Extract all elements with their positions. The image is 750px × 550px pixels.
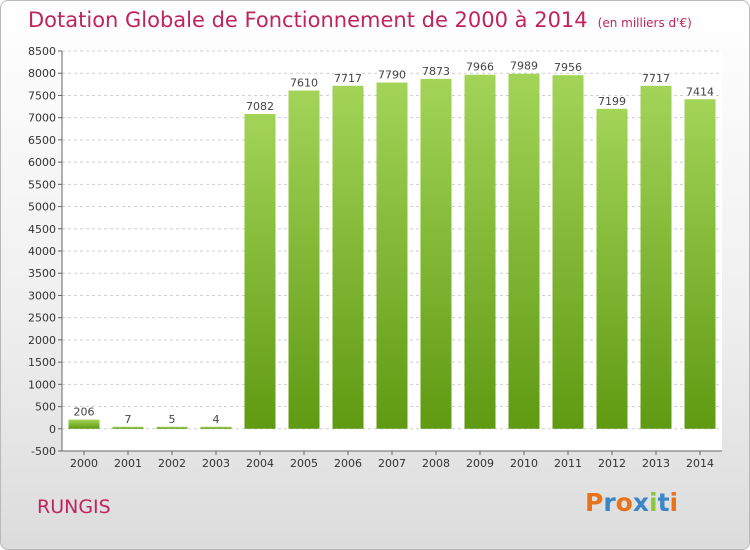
x-tick-label: 2013 <box>642 457 670 470</box>
logo-letter: i <box>649 488 658 517</box>
data-label-2003: 4 <box>213 413 220 426</box>
y-tick-label: 8500 <box>28 45 56 58</box>
bar-2009 <box>464 74 496 429</box>
data-label-2000: 206 <box>74 406 95 419</box>
bar-2005 <box>288 90 320 429</box>
bar-2011 <box>552 75 584 429</box>
data-label-2010: 7989 <box>510 60 538 73</box>
bar-2007 <box>376 82 408 429</box>
data-label-2002: 5 <box>169 413 176 426</box>
y-tick-label: 2000 <box>28 334 56 347</box>
x-tick-label: 2011 <box>554 457 582 470</box>
x-tick-label: 2001 <box>114 457 142 470</box>
chart-subtitle: (en milliers d'€) <box>597 16 692 30</box>
data-labels: 206 7 5 4 7082 7610 7717 7790 7873 7966 7989 7956 71… <box>74 60 715 426</box>
x-tick-label: 2005 <box>290 457 318 470</box>
data-label-2005: 7610 <box>290 77 318 90</box>
y-tick-label: 500 <box>35 401 56 414</box>
data-label-2004: 7082 <box>246 100 274 113</box>
bar-2014 <box>684 99 716 429</box>
bar-2008 <box>420 78 452 429</box>
y-tick-label: 7000 <box>28 112 56 125</box>
logo-letter: x <box>632 488 649 517</box>
y-tick-label: 4000 <box>28 245 56 258</box>
x-tick-label: 2003 <box>202 457 230 470</box>
chart-title: Dotation Globale de Fonctionnement de 20… <box>28 8 692 32</box>
bar-2000 <box>68 419 100 429</box>
bar-2001 <box>112 426 144 429</box>
x-tick-label: 2007 <box>378 457 406 470</box>
logo-letter: o <box>615 488 633 517</box>
bar-2002 <box>156 426 188 429</box>
logo-letter: t <box>657 488 670 517</box>
y-axis-ticks: -500 0 500 1000 1500 2000 2500 3000 3500 4000 4500… <box>28 45 62 458</box>
y-tick-label: 5000 <box>28 201 56 214</box>
y-tick-label: 3000 <box>28 289 56 302</box>
x-axis-ticks: 2000 2001 2002 2003 2004 2005 2006 2007 2008 2009… <box>70 451 714 470</box>
logo-letter: i <box>669 488 679 517</box>
data-label-2009: 7966 <box>466 61 494 74</box>
logo-letter: r <box>603 488 616 517</box>
x-tick-label: 2012 <box>598 457 626 470</box>
data-label-2013: 7717 <box>642 72 670 85</box>
y-tick-label: 1000 <box>28 378 56 391</box>
x-tick-label: 2014 <box>686 457 714 470</box>
y-tick-label: 6500 <box>28 134 56 147</box>
x-tick-label: 2000 <box>70 457 98 470</box>
bars <box>68 73 716 429</box>
data-label-2007: 7790 <box>378 69 406 82</box>
logo-letter: P <box>585 488 604 517</box>
x-tick-label: 2008 <box>422 457 450 470</box>
bar-2012 <box>596 108 628 429</box>
bar-2010 <box>508 73 540 429</box>
y-tick-label: 3500 <box>28 267 56 280</box>
data-label-2006: 7717 <box>334 72 362 85</box>
y-tick-label: -500 <box>31 445 56 458</box>
x-tick-label: 2002 <box>158 457 186 470</box>
bar-2004 <box>244 114 276 429</box>
data-label-2011: 7956 <box>554 61 582 74</box>
x-tick-label: 2009 <box>466 457 494 470</box>
proxiti-logo: Proxiti <box>585 488 678 517</box>
bar-2013 <box>640 85 672 429</box>
y-tick-label: 5500 <box>28 178 56 191</box>
data-label-2012: 7199 <box>598 95 626 108</box>
x-tick-label: 2006 <box>334 457 362 470</box>
commune-name: RUNGIS <box>37 496 111 518</box>
y-tick-label: 7500 <box>28 89 56 102</box>
y-tick-label: 6000 <box>28 156 56 169</box>
y-tick-label: 8000 <box>28 67 56 80</box>
chart-title-text: Dotation Globale de Fonctionnement de 20… <box>28 8 588 32</box>
y-tick-label: 4500 <box>28 223 56 236</box>
bar-2006 <box>332 85 364 429</box>
y-tick-label: 1500 <box>28 356 56 369</box>
y-tick-label: 0 <box>49 423 56 436</box>
bar-2003 <box>200 426 232 429</box>
data-label-2014: 7414 <box>686 85 714 98</box>
data-label-2001: 7 <box>125 413 132 426</box>
x-tick-label: 2004 <box>246 457 274 470</box>
data-label-2008: 7873 <box>422 65 450 78</box>
x-tick-label: 2010 <box>510 457 538 470</box>
y-tick-label: 2500 <box>28 312 56 325</box>
